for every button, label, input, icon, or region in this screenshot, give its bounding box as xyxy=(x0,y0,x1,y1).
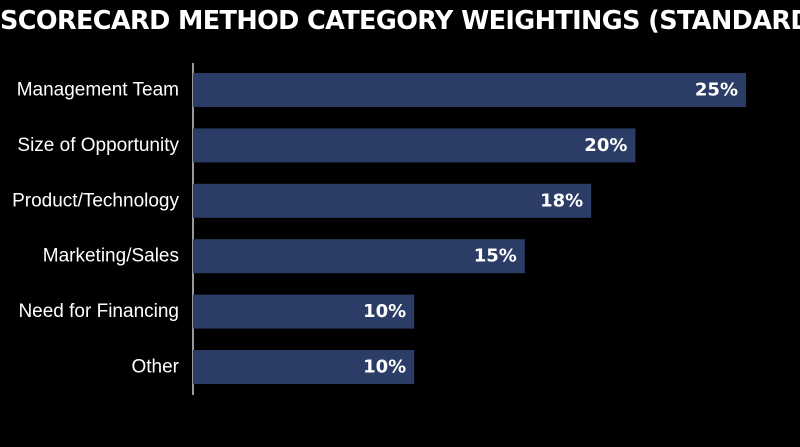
category-label: Other xyxy=(131,357,179,378)
category-label: Size of Opportunity xyxy=(17,135,179,156)
value-label: 25% xyxy=(695,80,738,101)
chart-title: SCORECARD METHOD CATEGORY WEIGHTINGS (ST… xyxy=(0,6,800,36)
category-label: Product/Technology xyxy=(12,190,179,211)
value-label: 20% xyxy=(584,135,627,156)
value-label: 18% xyxy=(540,190,583,211)
bar-marketing-sales xyxy=(193,239,525,274)
category-label: Marketing/Sales xyxy=(43,246,179,267)
bars-layer: Management Team 25% Size of Opportunity 20%… xyxy=(12,73,746,384)
bar-product-technology xyxy=(193,183,592,218)
value-label: 15% xyxy=(474,246,517,267)
bar-management-team xyxy=(193,73,746,107)
bar-size-of-opportunity xyxy=(193,128,636,163)
value-label: 10% xyxy=(363,301,406,322)
bar-other xyxy=(193,350,415,384)
category-label: Need for Financing xyxy=(18,301,179,322)
category-label: Management Team xyxy=(17,80,179,101)
value-label: 10% xyxy=(363,357,406,378)
bar-need-for-financing xyxy=(193,294,415,329)
